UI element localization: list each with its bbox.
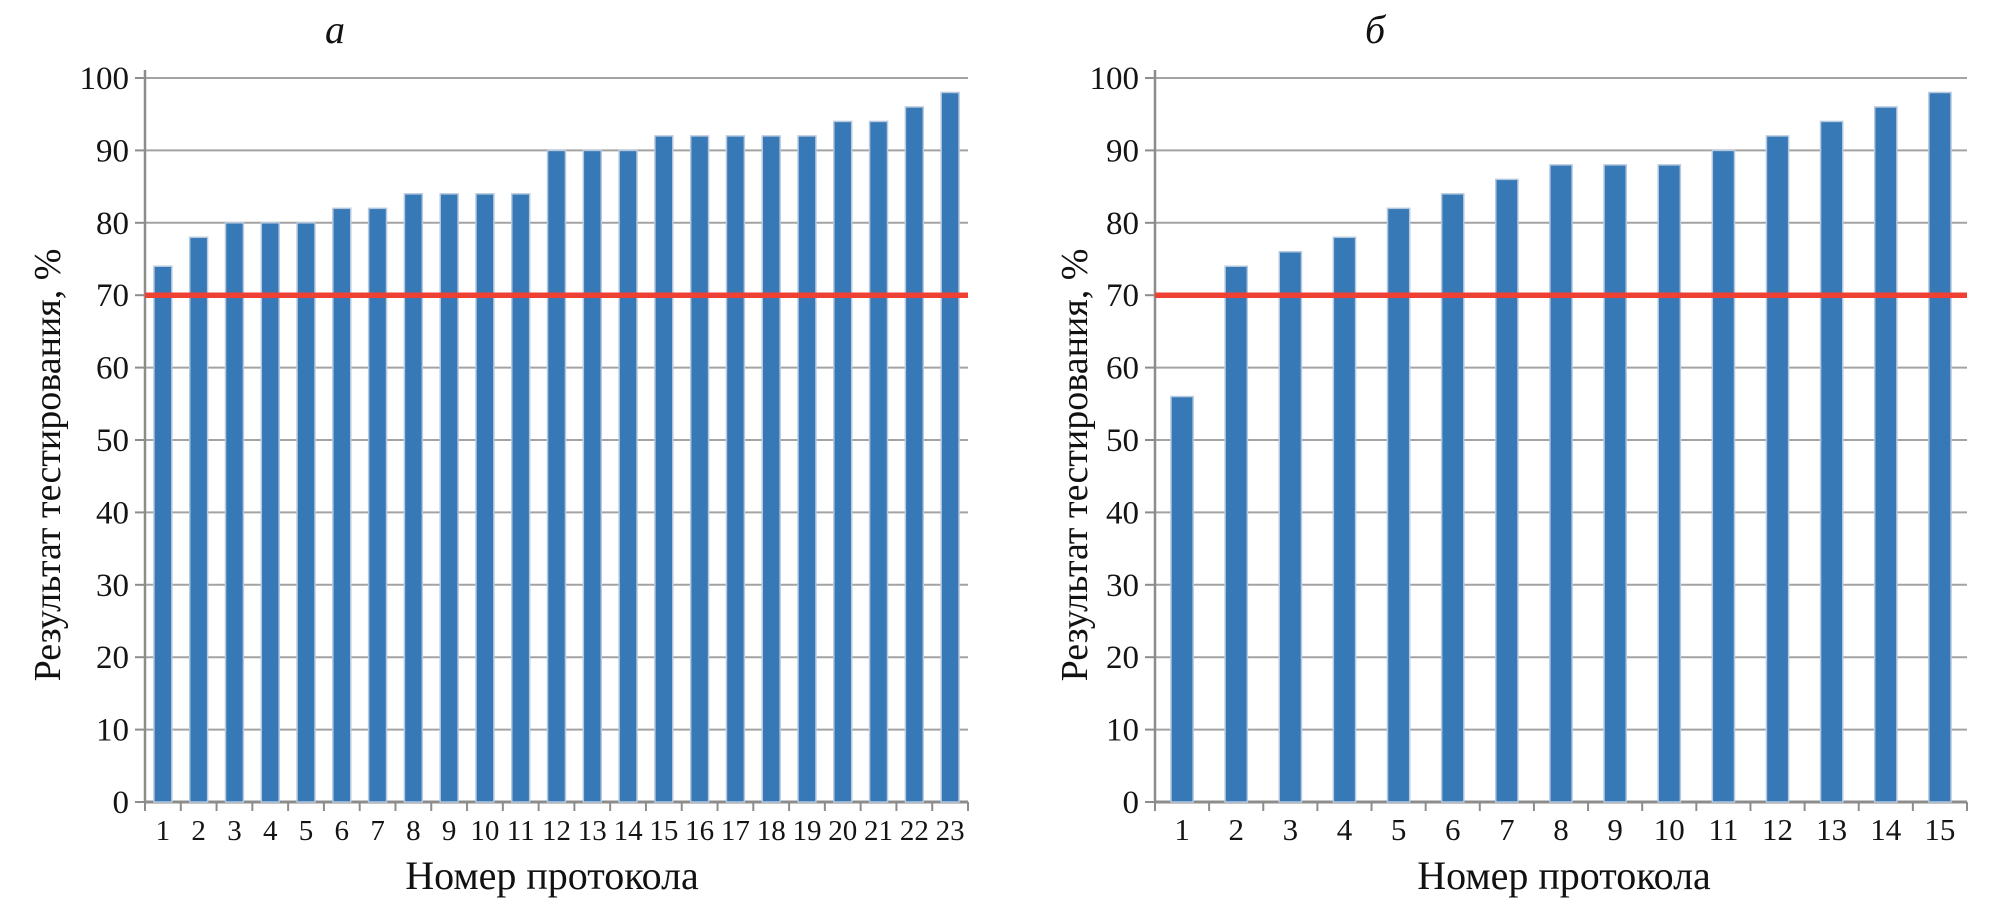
svg-text:6: 6 — [1445, 812, 1461, 847]
svg-text:2: 2 — [191, 815, 206, 847]
svg-text:90: 90 — [96, 133, 129, 169]
svg-text:50: 50 — [1106, 423, 1139, 459]
svg-text:16: 16 — [685, 815, 714, 847]
svg-text:15: 15 — [1924, 812, 1955, 847]
svg-text:10: 10 — [1654, 812, 1685, 847]
svg-text:50: 50 — [96, 423, 129, 459]
svg-text:10: 10 — [96, 713, 129, 749]
svg-text:22: 22 — [900, 815, 929, 847]
svg-text:0: 0 — [113, 785, 130, 821]
svg-text:15: 15 — [649, 815, 678, 847]
svg-text:80: 80 — [96, 206, 129, 242]
svg-text:4: 4 — [263, 815, 278, 847]
panel-a-x-axis-title: Номер протокола — [405, 853, 699, 898]
svg-text:5: 5 — [1391, 812, 1407, 847]
svg-text:10: 10 — [470, 815, 499, 847]
svg-text:100: 100 — [80, 61, 130, 97]
svg-text:3: 3 — [227, 815, 242, 847]
svg-text:18: 18 — [757, 815, 786, 847]
svg-text:30: 30 — [96, 568, 129, 604]
svg-text:1: 1 — [1174, 812, 1190, 847]
svg-text:30: 30 — [1106, 568, 1139, 604]
svg-text:6: 6 — [335, 815, 350, 847]
svg-text:70: 70 — [96, 278, 129, 314]
svg-text:40: 40 — [1106, 495, 1139, 531]
svg-text:9: 9 — [442, 815, 457, 847]
svg-text:7: 7 — [370, 815, 385, 847]
svg-text:14: 14 — [614, 815, 644, 847]
svg-text:8: 8 — [1553, 812, 1569, 847]
svg-text:14: 14 — [1870, 812, 1902, 847]
panel-a-letter-title: а — [325, 7, 345, 52]
svg-text:90: 90 — [1106, 133, 1139, 169]
svg-text:23: 23 — [936, 815, 965, 847]
svg-text:2: 2 — [1228, 812, 1244, 847]
svg-text:0: 0 — [1123, 785, 1140, 821]
svg-text:10: 10 — [1106, 713, 1139, 749]
svg-text:60: 60 — [1106, 351, 1139, 387]
svg-text:80: 80 — [1106, 206, 1139, 242]
svg-text:12: 12 — [1762, 812, 1793, 847]
svg-text:20: 20 — [828, 815, 857, 847]
svg-text:60: 60 — [96, 351, 129, 387]
svg-text:1: 1 — [156, 815, 171, 847]
svg-text:100: 100 — [1090, 61, 1140, 97]
svg-text:13: 13 — [578, 815, 607, 847]
svg-text:11: 11 — [507, 815, 535, 847]
chart-panel-a: а Результат тестирования, % Номер проток… — [0, 0, 1004, 914]
svg-text:20: 20 — [96, 640, 129, 676]
svg-text:3: 3 — [1283, 812, 1299, 847]
svg-text:20: 20 — [1106, 640, 1139, 676]
svg-text:40: 40 — [96, 495, 129, 531]
panel-b-letter-title: б — [1364, 7, 1386, 52]
svg-text:7: 7 — [1499, 812, 1515, 847]
svg-text:11: 11 — [1708, 812, 1738, 847]
svg-text:17: 17 — [721, 815, 750, 847]
svg-text:13: 13 — [1816, 812, 1847, 847]
svg-text:12: 12 — [542, 815, 571, 847]
svg-text:9: 9 — [1607, 812, 1623, 847]
panel-b-x-axis-title: Номер протокола — [1417, 853, 1711, 898]
svg-text:19: 19 — [792, 815, 821, 847]
svg-text:5: 5 — [299, 815, 314, 847]
svg-text:70: 70 — [1106, 278, 1139, 314]
svg-text:8: 8 — [406, 815, 421, 847]
svg-text:4: 4 — [1337, 812, 1353, 847]
svg-text:21: 21 — [864, 815, 893, 847]
chart-panel-b: б Результат тестирования, % Номер проток… — [1004, 0, 2009, 914]
